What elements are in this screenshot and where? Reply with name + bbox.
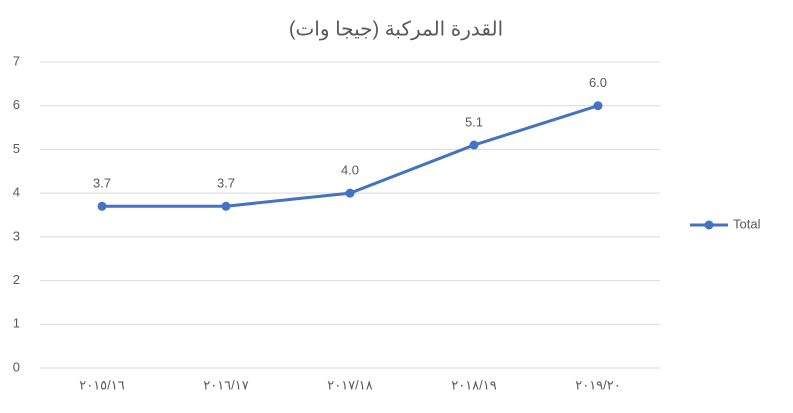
legend-label: Total	[733, 216, 761, 231]
point	[221, 201, 231, 211]
data-label: 3.7	[93, 176, 111, 191]
point	[469, 140, 479, 150]
chart-title: القدرة المركبة (جيجا وات)	[289, 18, 503, 40]
data-label: 5.1	[465, 114, 483, 129]
data-label: 3.7	[217, 176, 235, 191]
x-tick-label: ٢٠١٥/١٦	[79, 377, 125, 392]
data-label: 4.0	[341, 163, 359, 178]
y-tick-label: 5	[13, 141, 20, 156]
y-tick-label: 2	[13, 272, 20, 287]
x-tick-label: ٢٠١٦/١٧	[203, 377, 249, 392]
data-label: 6.0	[589, 75, 607, 90]
x-tick-label: ٢٠١٩/٢٠	[575, 377, 621, 392]
point	[97, 201, 107, 211]
x-tick-label: ٢٠١٧/١٨	[327, 377, 373, 392]
y-tick-label: 6	[13, 97, 20, 112]
legend-marker	[704, 220, 714, 230]
x-tick-label: ٢٠١٨/١٩	[451, 377, 497, 392]
y-tick-label: 7	[13, 53, 20, 68]
y-tick-label: 4	[13, 185, 20, 200]
y-tick-label: 3	[13, 228, 20, 243]
point	[593, 101, 603, 111]
y-tick-label: 1	[13, 316, 20, 331]
point	[345, 188, 355, 198]
y-tick-label: 0	[13, 359, 20, 374]
